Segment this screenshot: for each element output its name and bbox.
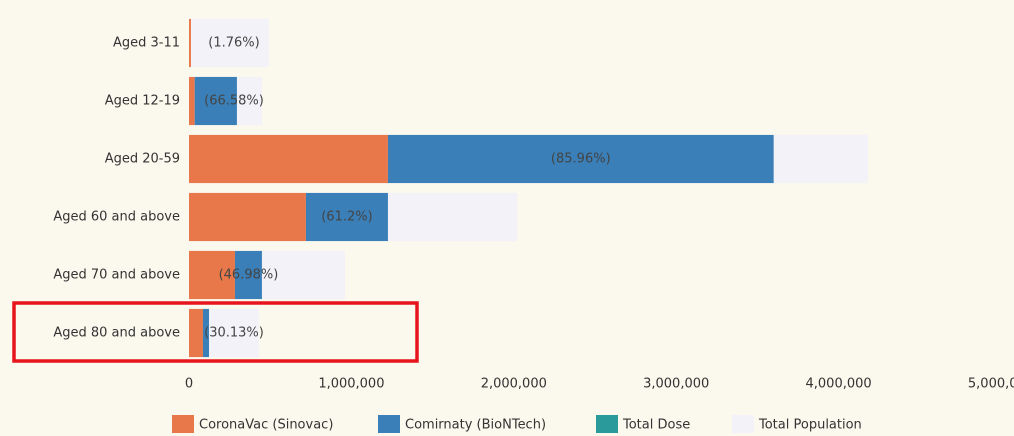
- legend-label: Comirnaty (BioNTech): [405, 418, 546, 433]
- y-tick-label: Aged 60 and above: [53, 210, 180, 225]
- y-tick-label: Aged 12-19: [105, 94, 180, 109]
- x-tick-label: 5,000,000: [968, 377, 1014, 392]
- legend-label: CoronaVac (Sinovac): [199, 418, 333, 433]
- y-tick-label: Aged 80 and above: [53, 326, 180, 341]
- bar: [305, 192, 388, 242]
- y-tick-label: Aged 3-11: [113, 36, 180, 51]
- bar: [387, 134, 774, 184]
- percent-label: (66.58%): [204, 94, 264, 109]
- percent-label: (61.2%): [321, 210, 372, 225]
- legend-swatch: [378, 415, 400, 433]
- bar: [202, 308, 209, 358]
- legend-swatch: [596, 415, 618, 433]
- percent-label: (30.13%): [204, 326, 264, 341]
- percent-label: (1.76%): [208, 36, 259, 51]
- bar: [194, 76, 237, 126]
- y-tick-label: Aged 70 and above: [53, 268, 180, 283]
- x-tick-label: 1,000,000: [318, 377, 384, 392]
- y-tick-label: Aged 20-59: [105, 152, 180, 167]
- bar: [189, 18, 191, 68]
- bar: [189, 250, 235, 300]
- legend-swatch: [172, 415, 194, 433]
- legend-label: Total Dose: [622, 418, 690, 433]
- legend-swatch: [732, 415, 754, 433]
- population-bar: [189, 18, 269, 68]
- percent-label: (46.98%): [219, 268, 279, 283]
- bar: [189, 134, 388, 184]
- x-tick-label: 3,000,000: [643, 377, 709, 392]
- x-tick-label: 0: [185, 377, 193, 392]
- bar: [189, 308, 203, 358]
- x-tick-label: 2,000,000: [481, 377, 547, 392]
- highlight-box: [12, 301, 419, 363]
- x-tick-label: 4,000,000: [806, 377, 872, 392]
- legend-label: Total Population: [758, 418, 862, 433]
- percent-label: (85.96%): [551, 152, 611, 167]
- bar: [189, 192, 306, 242]
- bar: [189, 76, 195, 126]
- bar: [234, 250, 262, 300]
